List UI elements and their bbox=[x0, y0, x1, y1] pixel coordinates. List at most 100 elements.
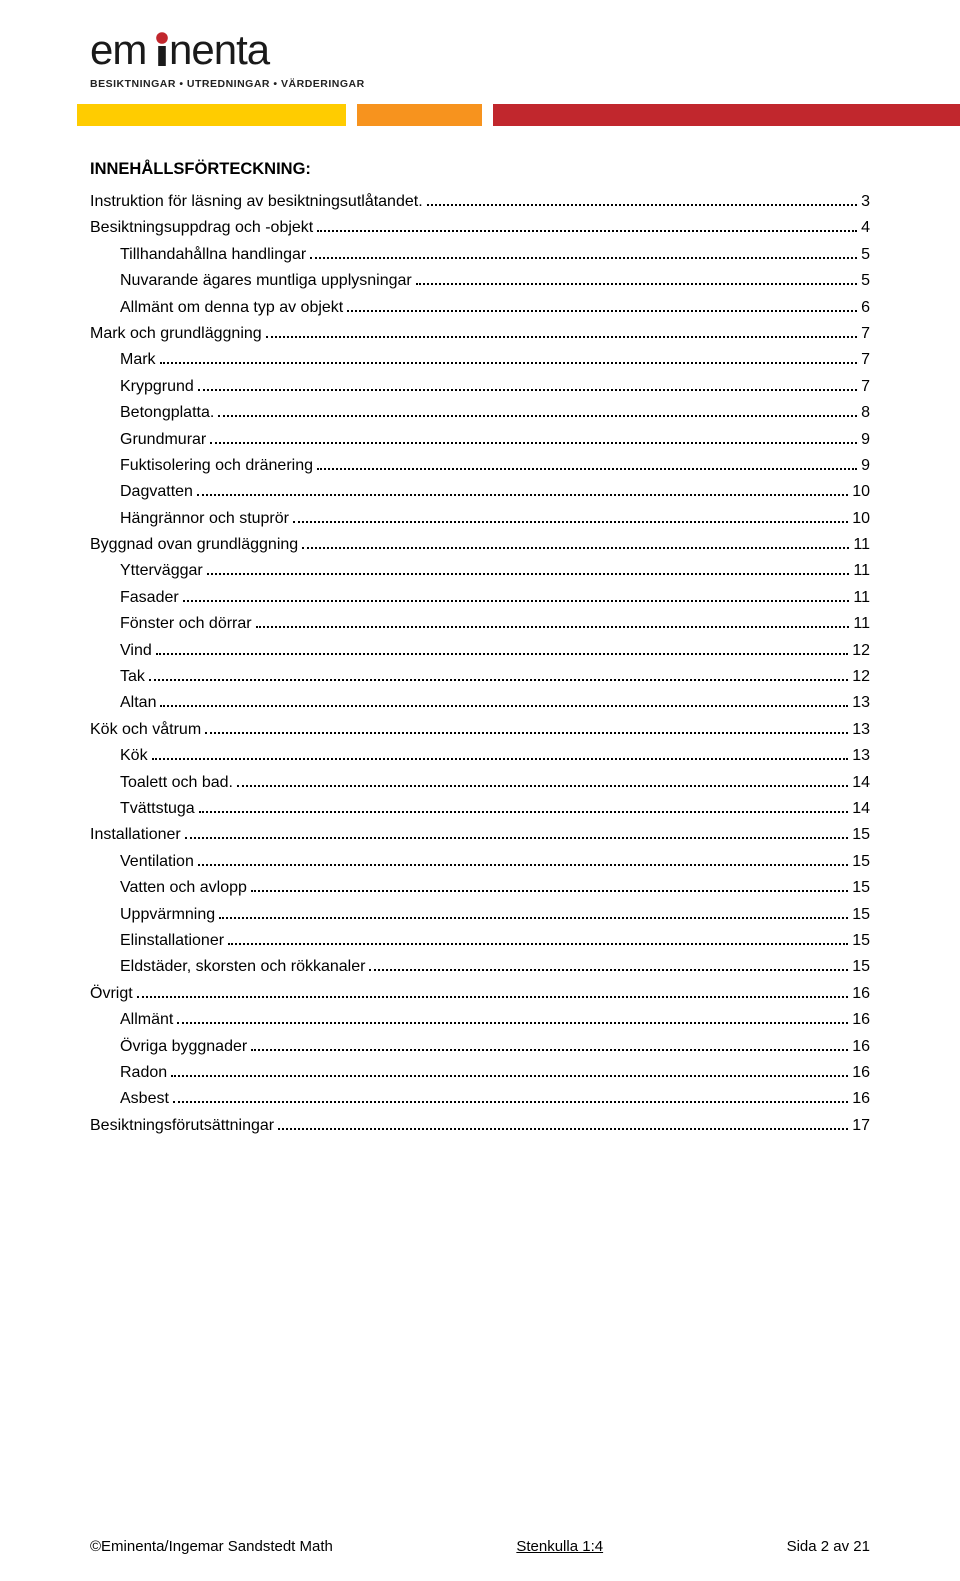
toc-entry-label: Ventilation bbox=[120, 849, 194, 875]
toc-entry-page: 13 bbox=[852, 690, 870, 716]
toc-entry-page: 15 bbox=[852, 902, 870, 928]
toc-entry-page: 12 bbox=[852, 664, 870, 690]
toc-entry[interactable]: Tillhandahållna handlingar 5 bbox=[90, 242, 870, 268]
toc-entry[interactable]: Besiktningsuppdrag och -objekt 4 bbox=[90, 215, 870, 241]
toc-entry-page: 16 bbox=[852, 1007, 870, 1033]
toc-entry[interactable]: Betongplatta.8 bbox=[90, 400, 870, 426]
toc-entry[interactable]: Tak 12 bbox=[90, 664, 870, 690]
toc-entry-label: Altan bbox=[120, 690, 156, 716]
toc-leader bbox=[347, 297, 857, 311]
toc-entry[interactable]: Allmänt om denna typ av objekt6 bbox=[90, 295, 870, 321]
toc-leader bbox=[228, 931, 848, 945]
toc-entry-label: Radon bbox=[120, 1060, 167, 1086]
toc-entry-page: 5 bbox=[861, 242, 870, 268]
toc-entry-page: 9 bbox=[861, 453, 870, 479]
toc-entry-page: 17 bbox=[852, 1113, 870, 1139]
toc-entry[interactable]: Byggnad ovan grundläggning11 bbox=[90, 532, 870, 558]
toc-entry-label: Asbest bbox=[120, 1086, 169, 1112]
toc-entry[interactable]: Elinstallationer15 bbox=[90, 928, 870, 954]
footer-right: Sida 2 av 21 bbox=[787, 1538, 870, 1555]
toc-entry[interactable]: Grundmurar9 bbox=[90, 427, 870, 453]
toc-leader bbox=[317, 456, 857, 470]
toc-entry[interactable]: Asbest16 bbox=[90, 1086, 870, 1112]
toc-entry[interactable]: Uppvärmning 15 bbox=[90, 902, 870, 928]
toc-entry-page: 8 bbox=[861, 400, 870, 426]
toc-entry[interactable]: Toalett och bad.14 bbox=[90, 770, 870, 796]
toc-entry[interactable]: Instruktion för läsning av besiktningsut… bbox=[90, 189, 870, 215]
toc-leader bbox=[416, 271, 857, 285]
toc-leader bbox=[171, 1063, 848, 1077]
toc-leader bbox=[173, 1089, 848, 1103]
toc-entry-page: 5 bbox=[861, 268, 870, 294]
toc-leader bbox=[219, 904, 848, 918]
toc-entry[interactable]: Krypgrund7 bbox=[90, 374, 870, 400]
toc-entry[interactable]: Radon16 bbox=[90, 1060, 870, 1086]
toc-leader bbox=[152, 746, 849, 760]
toc-leader bbox=[160, 693, 848, 707]
toc-entry-label: Kök bbox=[120, 743, 148, 769]
toc-entry-page: 15 bbox=[852, 954, 870, 980]
toc-entry[interactable]: Tvättstuga14 bbox=[90, 796, 870, 822]
toc-entry-label: Uppvärmning bbox=[120, 902, 215, 928]
toc-entry[interactable]: Vatten och avlopp 15 bbox=[90, 875, 870, 901]
toc-entry-page: 15 bbox=[852, 875, 870, 901]
toc-leader bbox=[185, 825, 848, 839]
toc-entry-label: Byggnad ovan grundläggning bbox=[90, 532, 298, 558]
toc-entry-page: 4 bbox=[861, 215, 870, 241]
brand-stripe bbox=[0, 104, 960, 126]
toc-entry[interactable]: Dagvatten10 bbox=[90, 479, 870, 505]
toc-entry[interactable]: Mark och grundläggning7 bbox=[90, 321, 870, 347]
toc-entry-label: Dagvatten bbox=[120, 479, 193, 505]
toc-entry[interactable]: Övrigt16 bbox=[90, 981, 870, 1007]
toc-leader bbox=[205, 719, 848, 733]
brand-logo: em nenta BESIKTNINGAR • UTREDNINGAR • VÄ… bbox=[90, 28, 870, 90]
toc-entry[interactable]: Kök 13 bbox=[90, 743, 870, 769]
toc-entry-label: Vind bbox=[120, 638, 152, 664]
toc-entry[interactable]: Fönster och dörrar11 bbox=[90, 611, 870, 637]
toc-entry-label: Allmänt om denna typ av objekt bbox=[120, 295, 343, 321]
toc-entry[interactable]: Fuktisolering och dränering9 bbox=[90, 453, 870, 479]
toc-leader bbox=[207, 561, 850, 575]
stripe-segment bbox=[482, 104, 494, 126]
toc-entry-label: Tvättstuga bbox=[120, 796, 195, 822]
toc-entry-label: Mark bbox=[120, 347, 156, 373]
toc-entry[interactable]: Nuvarande ägares muntliga upplysningar5 bbox=[90, 268, 870, 294]
toc-entry[interactable]: Besiktningsförutsättningar17 bbox=[90, 1113, 870, 1139]
toc-leader bbox=[210, 429, 857, 443]
toc-entry-page: 7 bbox=[861, 347, 870, 373]
toc-entry-label: Vatten och avlopp bbox=[120, 875, 247, 901]
toc-leader bbox=[149, 667, 848, 681]
page-footer: ©Eminenta/Ingemar Sandstedt Math Stenkul… bbox=[90, 1538, 870, 1555]
toc-entry-page: 9 bbox=[861, 427, 870, 453]
toc-entry-label: Hängrännor och stuprör bbox=[120, 506, 289, 532]
toc-entry[interactable]: Hängrännor och stuprör 10 bbox=[90, 506, 870, 532]
toc-entry-page: 15 bbox=[852, 822, 870, 848]
toc-entry-label: Allmänt bbox=[120, 1007, 173, 1033]
toc-leader bbox=[256, 614, 850, 628]
toc-leader bbox=[137, 983, 849, 997]
toc-title: INNEHÅLLSFÖRTECKNING: bbox=[90, 160, 870, 179]
eminenta-logo: em nenta bbox=[90, 28, 328, 74]
toc-entry-page: 13 bbox=[852, 743, 870, 769]
toc-leader bbox=[177, 1010, 848, 1024]
toc-entry-page: 11 bbox=[853, 585, 870, 611]
toc-entry[interactable]: Eldstäder, skorsten och rökkanaler15 bbox=[90, 954, 870, 980]
toc-entry-label: Tak bbox=[120, 664, 145, 690]
toc-entry[interactable]: Installationer15 bbox=[90, 822, 870, 848]
toc-entry[interactable]: Vind12 bbox=[90, 638, 870, 664]
toc-entry-page: 16 bbox=[852, 981, 870, 1007]
toc-entry-page: 10 bbox=[852, 506, 870, 532]
toc-entry[interactable]: Allmänt 16 bbox=[90, 1007, 870, 1033]
toc-entry[interactable]: Övriga byggnader16 bbox=[90, 1034, 870, 1060]
toc-entry-page: 15 bbox=[852, 928, 870, 954]
toc-leader bbox=[369, 957, 848, 971]
toc-entry[interactable]: Altan 13 bbox=[90, 690, 870, 716]
toc-entry-label: Tillhandahållna handlingar bbox=[120, 242, 306, 268]
toc-entry[interactable]: Ventilation15 bbox=[90, 849, 870, 875]
toc-entry[interactable]: Kök och våtrum13 bbox=[90, 717, 870, 743]
toc-entry-label: Besiktningsuppdrag och -objekt bbox=[90, 215, 313, 241]
toc-leader bbox=[278, 1115, 848, 1129]
toc-entry[interactable]: Ytterväggar11 bbox=[90, 558, 870, 584]
toc-entry[interactable]: Mark 7 bbox=[90, 347, 870, 373]
toc-entry[interactable]: Fasader11 bbox=[90, 585, 870, 611]
